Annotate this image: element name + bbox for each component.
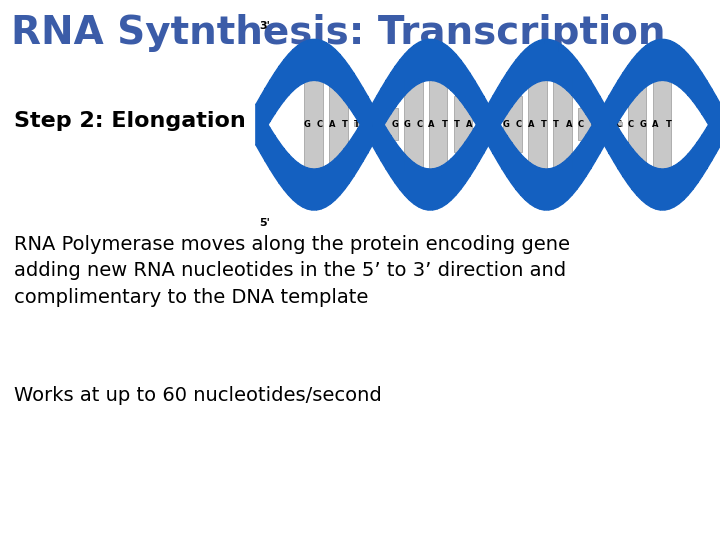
Text: T: T: [541, 120, 547, 129]
FancyBboxPatch shape: [528, 73, 547, 175]
Text: G: G: [590, 120, 597, 129]
Text: C: C: [616, 120, 622, 129]
Text: C: C: [379, 120, 385, 129]
Text: G: G: [304, 120, 310, 129]
FancyBboxPatch shape: [354, 122, 373, 126]
FancyBboxPatch shape: [305, 72, 323, 177]
Text: C: C: [516, 120, 522, 129]
Text: T: T: [454, 120, 459, 129]
Text: C: C: [577, 120, 584, 129]
Text: T: T: [441, 120, 447, 129]
Text: C: C: [317, 120, 323, 129]
Text: Step 2: Elongation: Step 2: Elongation: [14, 111, 246, 131]
Text: G: G: [640, 120, 647, 129]
Text: G: G: [392, 120, 398, 129]
FancyBboxPatch shape: [553, 78, 572, 170]
Text: RNA Sytnthesis: Transcription: RNA Sytnthesis: Transcription: [11, 14, 665, 51]
Text: T: T: [354, 120, 360, 129]
FancyBboxPatch shape: [379, 109, 397, 140]
Text: A: A: [329, 120, 336, 129]
Text: 5': 5': [259, 218, 270, 228]
Text: A: A: [428, 120, 435, 129]
Text: A: A: [466, 120, 472, 129]
FancyBboxPatch shape: [329, 86, 348, 163]
Text: C: C: [628, 120, 634, 129]
Text: A: A: [652, 120, 659, 129]
Text: T: T: [553, 120, 559, 129]
Text: T: T: [665, 120, 671, 129]
Text: A: A: [566, 120, 572, 129]
Text: G: G: [403, 120, 410, 129]
Text: T: T: [342, 120, 348, 129]
FancyBboxPatch shape: [628, 86, 647, 163]
FancyBboxPatch shape: [428, 73, 447, 175]
Text: G: G: [602, 120, 609, 129]
FancyBboxPatch shape: [454, 96, 472, 152]
FancyBboxPatch shape: [503, 96, 522, 152]
FancyBboxPatch shape: [652, 72, 671, 177]
Text: A: A: [528, 120, 534, 129]
Text: 3': 3': [259, 21, 270, 31]
FancyBboxPatch shape: [578, 109, 597, 140]
Text: Works at up to 60 nucleotides/second: Works at up to 60 nucleotides/second: [14, 386, 382, 405]
Text: RNA Polymerase moves along the protein encoding gene
adding new RNA nucleotides : RNA Polymerase moves along the protein e…: [14, 235, 570, 307]
Text: C: C: [417, 120, 423, 129]
Text: G: G: [503, 120, 510, 129]
FancyBboxPatch shape: [404, 78, 423, 170]
FancyBboxPatch shape: [603, 122, 621, 126]
Text: A: A: [366, 120, 373, 129]
